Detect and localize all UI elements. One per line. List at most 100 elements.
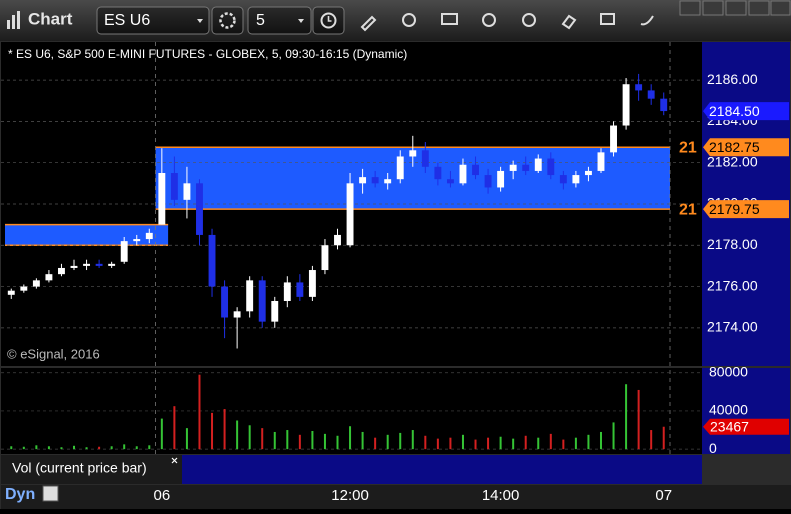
volume-bar [650,430,653,450]
volume-bar [512,438,515,450]
chart-icon [7,11,20,29]
volume-bar [148,445,151,450]
volume-bar [311,431,314,450]
candle-body [660,98,668,112]
candle-body [534,158,542,171]
candle-body [396,156,404,180]
candle-body [120,241,128,262]
volume-bar [386,434,389,450]
candle-body [308,270,316,297]
candle-body [622,84,630,126]
draw-icon[interactable] [360,15,377,32]
volume-bar [273,431,276,450]
maximize-button[interactable] [725,0,747,16]
volume-axis [702,368,790,454]
volume-bar [449,437,452,450]
volume-bar [461,434,464,450]
volume-bar [85,447,88,450]
volume-bar [374,437,377,450]
candle-body [45,274,53,281]
volume-bar [574,437,577,450]
volume-bar [361,431,364,450]
volume-bar [625,384,628,450]
volume-bar [35,445,38,450]
window-buttons[interactable] [679,0,791,16]
chart-title: * ES U6, S&P 500 E-MINI FUTURES - GLOBEX… [8,47,407,61]
minimize-button[interactable] [702,0,724,16]
symbol[interactable]: ES U6 [104,12,150,29]
volume-bar [562,439,565,450]
candle-body [584,170,592,176]
tag-icon[interactable] [561,14,577,30]
refresh-icon[interactable] [402,13,416,27]
level-tag: 21 [679,201,697,218]
candle-body [58,267,65,275]
interval[interactable]: 5 [256,12,265,29]
x-axis-label[interactable]: Dyn [5,486,35,503]
symbol-box[interactable] [96,6,210,35]
gear-icon[interactable] [219,12,236,29]
dropdown-arrow[interactable] [197,19,203,23]
candle-body [133,239,141,242]
candle-body [572,175,580,184]
restore-button[interactable] [748,0,770,16]
interval-box[interactable] [247,6,312,35]
volume-tick-label: 40000 [709,402,748,418]
close-study[interactable] [171,457,178,464]
twitter-icon[interactable] [640,15,654,26]
volume-box [703,418,789,435]
volume-bar [160,418,163,450]
volume-bar [424,435,427,450]
volume-tick-label: 0 [709,440,717,456]
price-box-label: 2184.50 [709,103,760,119]
get-icon[interactable] [441,13,458,25]
candle-body [597,152,605,171]
candle-body [271,301,279,322]
volume-legend: Vol (current price bar) [12,460,147,476]
alert-icon[interactable] [522,13,536,27]
comment-icon[interactable] [600,13,615,25]
candle-body [208,234,216,287]
candle-body [283,282,291,301]
volume-box-label: 23467 [710,418,749,434]
candle-body [70,265,78,268]
candle-body [233,311,241,318]
candle-body [258,280,266,322]
volume-bar [286,430,289,450]
time-axis [1,485,791,509]
candle-body [371,177,379,184]
candle-body [459,164,467,184]
candle-body [346,183,354,246]
volume-legend-fill [182,455,702,484]
price-zone [5,224,169,246]
copyright: © eSignal, 2016 [7,346,100,361]
candle-body [334,234,341,246]
play-icon[interactable] [482,13,496,27]
settings-button[interactable] [211,6,244,35]
clock-icon[interactable] [320,12,337,29]
candle-body [547,158,555,176]
volume-bar [223,409,226,450]
candle-body [170,173,178,200]
close-button[interactable] [770,0,791,16]
y-tick-label: 2186.00 [707,71,758,87]
candle-body [7,290,15,295]
price-box [703,200,789,219]
volume-bar [298,434,301,450]
lock-icon[interactable] [42,485,59,502]
volume-bar [336,435,339,450]
volume-bar [524,435,527,450]
dropdown-arrow[interactable] [298,19,304,23]
candle-body [421,150,429,167]
candle-body [183,183,191,200]
candle-body [83,263,91,266]
price-box [703,102,789,121]
toolbar-icons[interactable] [360,13,654,32]
candle-body [409,150,417,157]
clock-hands[interactable] [327,16,332,22]
price-box-label: 2179.75 [709,201,760,217]
volume-bar [135,446,138,450]
volume-bar [436,438,439,450]
help-button[interactable] [679,0,701,16]
volume-bar [323,433,326,450]
